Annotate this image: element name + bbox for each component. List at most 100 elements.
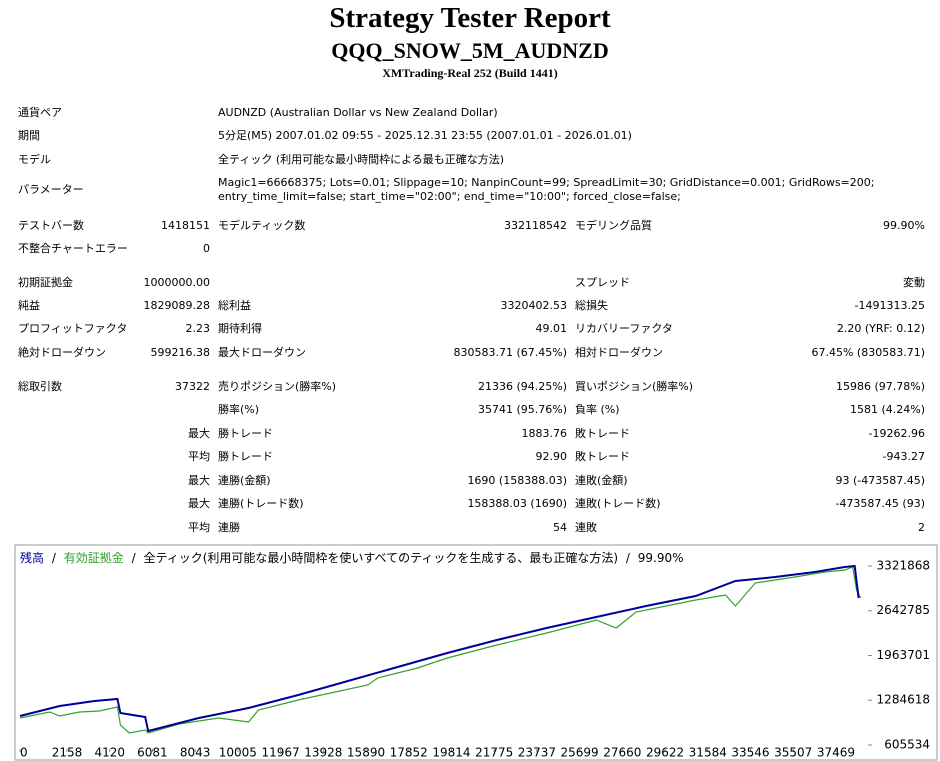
field-value: 830583.71 (67.45%) xyxy=(453,346,567,359)
x-tick-label: 35507 xyxy=(774,746,812,760)
field-label: 総損失 xyxy=(575,299,608,312)
y-tick-label: 1963701 xyxy=(877,648,930,662)
field-value: 1418151 xyxy=(161,219,210,232)
field-value: -473587.45 (93) xyxy=(835,497,925,510)
field-label: 連勝(トレード数) xyxy=(218,497,304,510)
field-value: 3320402.53 xyxy=(500,299,567,312)
report-title: Strategy Tester Report xyxy=(329,2,611,34)
series-line xyxy=(19,564,860,733)
legend-entry: 残高 xyxy=(20,551,44,565)
x-tick-label: 21775 xyxy=(475,746,513,760)
field-value: 2 xyxy=(918,521,925,534)
field-value: 92.90 xyxy=(535,450,568,463)
legend-separator: / xyxy=(52,551,57,565)
field-value: 1829089.28 xyxy=(143,299,210,312)
field-label: 連敗 xyxy=(575,521,597,534)
field-label: 敗トレード xyxy=(575,450,630,463)
y-tick-label: 1284618 xyxy=(877,693,930,707)
field-label: 連勝(金額) xyxy=(218,474,271,487)
x-tick-label: 4120 xyxy=(94,746,125,760)
server-name: XMTrading-Real 252 (Build 1441) xyxy=(382,66,558,80)
field-label: モデル xyxy=(18,153,51,166)
field-value: -943.27 xyxy=(882,450,925,463)
field-value: 35741 (95.76%) xyxy=(477,403,567,416)
chart-title: 全ティック(利用可能な最小時間枠を使いすべてのティックを生成する、最も正確な方法… xyxy=(143,550,618,565)
field-value: 599216.38 xyxy=(150,346,211,359)
x-tick-label: 25699 xyxy=(561,746,599,760)
field-value: 0 xyxy=(203,242,210,255)
field-value: -19262.96 xyxy=(868,427,925,440)
field-label: 連敗(トレード数) xyxy=(575,497,661,510)
field-value: 最大 xyxy=(188,474,210,487)
x-tick-label: 0 xyxy=(20,746,28,760)
y-tick-label: 605534 xyxy=(884,737,930,751)
series-line xyxy=(19,566,862,734)
field-label: 敗トレード xyxy=(575,427,630,440)
field-value: 平均 xyxy=(188,450,210,463)
field-label: 連勝 xyxy=(218,521,240,534)
field-value: 1000000.00 xyxy=(143,276,210,289)
y-tick-label: 2642785 xyxy=(877,603,930,617)
field-value: 1581 (4.24%) xyxy=(849,403,925,416)
report-subtitle: QQQ_SNOW_5M_AUDNZD xyxy=(331,38,609,63)
x-tick-label: 15890 xyxy=(347,746,385,760)
field-value: 平均 xyxy=(188,521,210,534)
field-label: 勝トレード xyxy=(218,427,273,440)
field-value: 全ティック (利用可能な最小時間枠による最も正確な方法) xyxy=(218,153,505,166)
field-label: 期間 xyxy=(18,129,40,142)
field-value: Magic1=66668375; Lots=0.01; Slippage=10;… xyxy=(218,176,875,203)
field-label: 勝トレード xyxy=(218,450,273,463)
x-tick-label: 37469 xyxy=(817,746,855,760)
x-tick-label: 6081 xyxy=(137,746,168,760)
field-value: 54 xyxy=(553,521,567,534)
x-tick-label: 10005 xyxy=(219,746,257,760)
field-label: 相対ドローダウン xyxy=(575,346,663,359)
modeling-quality: 99.90% xyxy=(638,551,684,565)
x-tick-label: 13928 xyxy=(304,746,342,760)
field-value: AUDNZD (Australian Dollar vs New Zealand… xyxy=(218,106,498,119)
chart-frame xyxy=(14,544,938,761)
field-value: 99.90% xyxy=(883,219,925,232)
field-value: 15986 (97.78%) xyxy=(835,380,925,393)
field-value: 332118542 xyxy=(504,219,567,232)
field-label: テストバー数 xyxy=(18,219,84,232)
field-value: 21336 (94.25%) xyxy=(477,380,567,393)
x-tick-label: 11967 xyxy=(262,746,300,760)
field-label: 絶対ドローダウン xyxy=(18,346,106,359)
x-tick-label: 19814 xyxy=(432,746,470,760)
field-label: 不整合チャートエラー xyxy=(18,242,128,255)
x-tick-label: 31584 xyxy=(689,746,727,760)
field-label: 負率 (%) xyxy=(575,403,620,416)
legend-entry: 有効証拠金 xyxy=(64,551,124,565)
field-label: リカバリーファクタ xyxy=(575,322,673,335)
x-tick-label: 2158 xyxy=(52,746,83,760)
field-label: 売りポジション(勝率%) xyxy=(218,380,337,393)
y-tick-label: 3321868 xyxy=(877,558,930,572)
field-value: 変動 xyxy=(903,276,925,289)
field-label: プロフィットファクタ xyxy=(18,322,128,335)
field-value: 5分足(M5) 2007.01.02 09:55 - 2025.12.31 23… xyxy=(218,129,632,142)
x-tick-label: 8043 xyxy=(180,746,211,760)
field-label: スプレッド xyxy=(575,276,630,289)
field-label: 通貨ペア xyxy=(18,106,62,119)
field-value: 2.20 (YRF: 0.12) xyxy=(836,322,925,335)
field-value: 67.45% (830583.71) xyxy=(811,346,925,359)
field-label: 総取引数 xyxy=(18,380,62,393)
field-value: 158388.03 (1690) xyxy=(467,497,567,510)
field-value: 1883.76 xyxy=(521,427,568,440)
field-value: 最大 xyxy=(188,427,210,440)
field-value: 1690 (158388.03) xyxy=(467,474,567,487)
field-value: -1491313.25 xyxy=(854,299,925,312)
field-label: 総利益 xyxy=(218,299,251,312)
field-value: 49.01 xyxy=(535,322,568,335)
field-value: 37322 xyxy=(175,380,210,393)
legend-separator: / xyxy=(626,551,631,565)
field-label: 純益 xyxy=(18,299,40,312)
field-label: モデルティック数 xyxy=(218,219,306,232)
field-value: 最大 xyxy=(188,497,210,510)
field-label: 買いポジション(勝率%) xyxy=(575,380,694,393)
field-label: パラメーター xyxy=(18,183,84,196)
x-tick-label: 33546 xyxy=(731,746,769,760)
